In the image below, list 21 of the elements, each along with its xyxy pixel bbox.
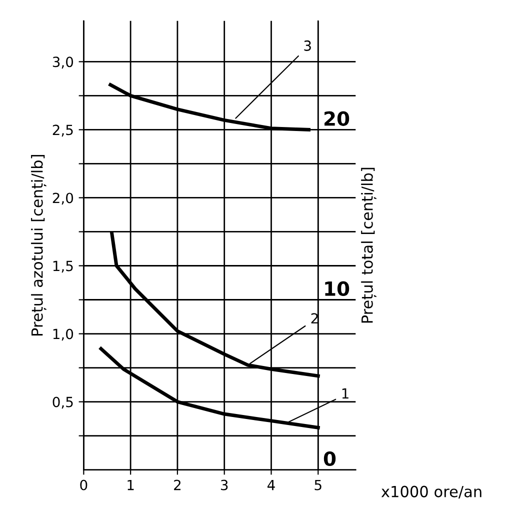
annotation: 2 bbox=[311, 313, 318, 324]
y-tick-label: 1,0 bbox=[53, 328, 74, 341]
annotation: 3 bbox=[304, 40, 311, 51]
x-tick-label: 2 bbox=[174, 480, 180, 490]
y2-tick-label: 0 bbox=[324, 451, 336, 466]
x-axis-title: x1000 ore/an bbox=[381, 486, 482, 499]
y2-tick-label: 20 bbox=[324, 111, 350, 126]
y-tick-label: 2,0 bbox=[52, 192, 74, 205]
y-tick-label: 2,5 bbox=[52, 124, 73, 137]
x-tick-label: 3 bbox=[220, 480, 228, 490]
y2-tick-label: 10 bbox=[325, 281, 350, 296]
y-tick-label: 3,0 bbox=[52, 56, 74, 69]
y-tick-label: 0,5 bbox=[52, 396, 73, 409]
x-tick-label: 4 bbox=[268, 480, 275, 490]
x-tick-label: 1 bbox=[128, 480, 134, 490]
y-tick-label: 1,5 bbox=[53, 260, 73, 273]
x-tick-label: 0 bbox=[80, 480, 88, 490]
x-tick-label: 5 bbox=[314, 480, 322, 490]
y-axis-title: Prețul azotului [cenți/lb] bbox=[31, 155, 46, 336]
y2-axis-title: Prețul total [cenți/lb] bbox=[361, 168, 376, 323]
annotation: 1 bbox=[342, 388, 348, 399]
